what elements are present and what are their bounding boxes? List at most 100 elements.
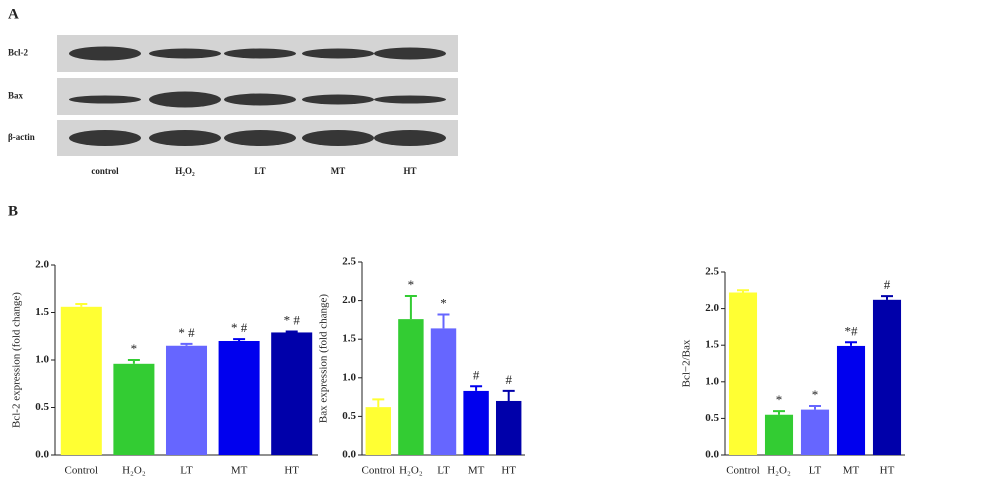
lane-label: H₂O₂ bbox=[175, 166, 195, 176]
y-tick-label: 0.5 bbox=[35, 401, 49, 413]
significance: # bbox=[884, 277, 891, 292]
lane-label: control bbox=[91, 166, 119, 176]
row-label: Bcl-2 bbox=[8, 48, 28, 58]
bar bbox=[218, 341, 260, 455]
bar bbox=[430, 328, 457, 455]
y-tick-label: 0.0 bbox=[342, 449, 356, 461]
band bbox=[302, 130, 374, 146]
y-tick-label: 2.0 bbox=[705, 302, 719, 314]
panel-label: A bbox=[8, 6, 19, 22]
bar bbox=[872, 299, 902, 455]
error-bar bbox=[437, 313, 450, 329]
y-tick-label: 1.0 bbox=[342, 371, 356, 383]
bar bbox=[60, 306, 102, 455]
y-tick-label: 0.5 bbox=[342, 410, 356, 422]
band bbox=[149, 130, 221, 146]
band bbox=[224, 48, 296, 59]
y-tick-label: 1.5 bbox=[342, 333, 356, 345]
y-tick-label: 2.5 bbox=[342, 256, 356, 268]
bar bbox=[495, 400, 522, 455]
x-tick-label: Control bbox=[361, 465, 395, 477]
significance: * # bbox=[284, 312, 301, 327]
x-tick-label: HT bbox=[880, 465, 895, 477]
y-tick-label: 1.0 bbox=[705, 375, 719, 387]
bar bbox=[113, 363, 155, 455]
x-tick-label: MT bbox=[231, 465, 248, 477]
significance: * bbox=[131, 341, 138, 356]
error-bar bbox=[404, 294, 417, 320]
band bbox=[224, 93, 296, 106]
x-tick-label: LT bbox=[437, 465, 450, 477]
y-tick-label: 1.5 bbox=[35, 306, 49, 318]
x-tick-label: Control bbox=[726, 465, 760, 477]
significance: * bbox=[440, 295, 447, 310]
error-bar bbox=[233, 338, 246, 341]
x-tick-label: MT bbox=[468, 465, 485, 477]
lane-label: MT bbox=[331, 166, 346, 176]
error-bar bbox=[502, 389, 515, 401]
band bbox=[149, 48, 221, 59]
bar bbox=[800, 409, 830, 455]
row-label: β-actin bbox=[8, 132, 35, 142]
band bbox=[302, 48, 374, 59]
x-tick-label: HT bbox=[501, 465, 516, 477]
band bbox=[69, 130, 141, 146]
significance: * # bbox=[231, 320, 248, 335]
x-tick-label: MT bbox=[843, 465, 860, 477]
significance: * bbox=[812, 387, 819, 402]
error-bar bbox=[737, 289, 749, 293]
x-tick-label: HT bbox=[284, 465, 299, 477]
bar bbox=[463, 390, 489, 455]
bar bbox=[165, 345, 208, 455]
band bbox=[302, 94, 374, 105]
y-tick-label: 0.5 bbox=[705, 412, 719, 424]
error-bar bbox=[285, 330, 298, 333]
x-tick-label: Control bbox=[64, 465, 98, 477]
error-bar bbox=[470, 385, 483, 391]
significance: * bbox=[408, 277, 415, 292]
significance: # bbox=[473, 367, 480, 382]
y-tick-label: 1.5 bbox=[705, 339, 719, 351]
error-bar bbox=[372, 398, 385, 408]
band bbox=[224, 130, 296, 146]
error-bar bbox=[845, 341, 857, 346]
bar bbox=[836, 345, 866, 455]
band bbox=[374, 95, 446, 104]
y-tick-label: 0.0 bbox=[705, 449, 719, 461]
y-tick-label: 2.0 bbox=[35, 259, 49, 271]
x-tick-label: H₂O₂ bbox=[122, 465, 146, 477]
bar bbox=[764, 414, 794, 455]
error-bar bbox=[881, 295, 893, 300]
x-tick-label: H₂O₂ bbox=[767, 465, 791, 477]
band bbox=[149, 91, 221, 108]
x-tick-label: LT bbox=[180, 465, 193, 477]
bar bbox=[271, 332, 313, 455]
x-tick-label: LT bbox=[809, 465, 822, 477]
error-bar bbox=[127, 359, 140, 364]
significance: * bbox=[776, 392, 783, 407]
lane-label: LT bbox=[254, 166, 265, 176]
band bbox=[374, 130, 446, 146]
lane-label: HT bbox=[403, 166, 416, 176]
significance: # bbox=[505, 372, 512, 387]
band bbox=[69, 95, 141, 104]
band bbox=[69, 46, 141, 61]
bar bbox=[398, 319, 424, 455]
y-tick-label: 2.0 bbox=[342, 294, 356, 306]
y-tick-label: 1.0 bbox=[35, 354, 49, 366]
significance: * # bbox=[178, 325, 195, 340]
row-label: Bax bbox=[8, 91, 24, 101]
x-tick-label: H₂O₂ bbox=[399, 465, 423, 477]
error-bar bbox=[180, 342, 193, 346]
bar bbox=[365, 407, 392, 455]
bar bbox=[728, 292, 758, 455]
band bbox=[374, 47, 446, 60]
panel-label: B bbox=[8, 203, 18, 219]
y-axis-label: Bcl-2 expression (fold change) bbox=[11, 292, 23, 428]
y-axis-label: Bax expression (fold change) bbox=[318, 294, 330, 424]
significance: *# bbox=[845, 323, 859, 338]
y-tick-label: 2.5 bbox=[705, 266, 719, 278]
y-tick-label: 0.0 bbox=[35, 449, 49, 461]
y-axis-label: Bcl−2/Bax bbox=[681, 339, 693, 387]
